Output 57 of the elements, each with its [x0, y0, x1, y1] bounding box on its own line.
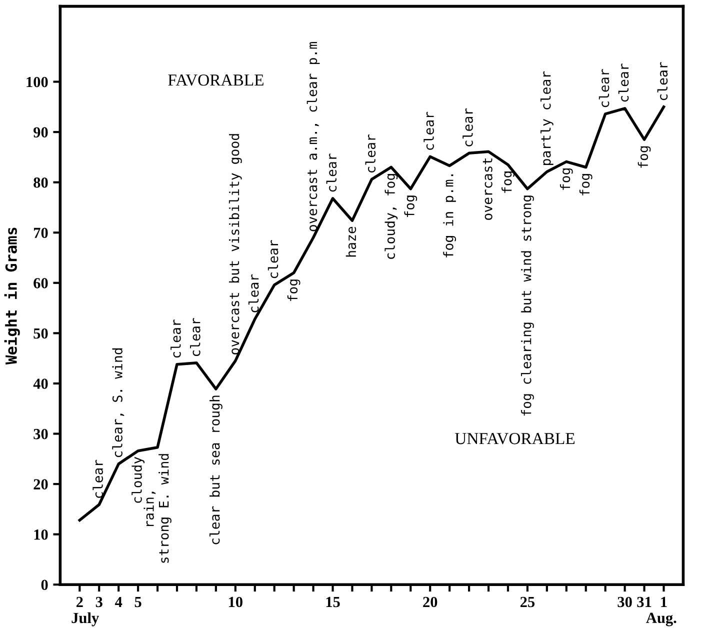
annotation: rain, strong E. wind [144, 454, 172, 563]
y-tick-label: 80 [34, 177, 48, 188]
y-tick-label: 50 [34, 328, 48, 339]
annotation: clear [170, 320, 181, 358]
annotation: clear [248, 274, 259, 312]
y-tick-label: 60 [34, 278, 48, 288]
annotation: clear [598, 69, 610, 108]
annotation: fog [638, 146, 651, 168]
annotation: fog [404, 196, 418, 217]
annotation: cloudy [132, 456, 144, 503]
annotation: FAVORABLE [168, 74, 264, 86]
annotation: clear but sea rough [209, 396, 222, 544]
annotation: clear [424, 112, 434, 150]
x-tick-label: 25 [520, 596, 535, 608]
annotation: clear, S. wind [112, 348, 124, 458]
x-tick-label: 2 [76, 596, 83, 608]
y-tick-label: 30 [34, 428, 48, 440]
annotation: clear [190, 318, 200, 356]
y-tick-label: 70 [34, 228, 48, 238]
annotation: clear [462, 108, 473, 146]
annotation: UNFAVORABLE [454, 433, 575, 444]
annotation: haze [346, 226, 356, 257]
y-tick-label: 90 [34, 127, 48, 138]
y-axis-title: Weight in Grams [4, 228, 20, 364]
x-tick-label: 4 [114, 596, 122, 608]
x-tick-label: 1 [661, 596, 667, 608]
annotation: fog in p.m. [443, 174, 456, 258]
x-tick-label: 30 [618, 596, 632, 608]
annotation: fog [287, 280, 300, 301]
annotation: clear [618, 64, 629, 102]
annotation: overcast but visibility good [228, 134, 242, 354]
annotation: overcast a.m., clear p.m [306, 42, 320, 232]
y-tick-label: 100 [26, 76, 48, 88]
annotation: clear [365, 134, 376, 172]
y-tick-label: 0 [41, 580, 48, 590]
y-tick-label: 40 [33, 378, 48, 389]
x-tick-label: 10 [228, 596, 242, 608]
text: July [72, 612, 99, 626]
annotation: clear [326, 154, 337, 192]
x-tick-label: 31 [637, 596, 652, 608]
annotation: fog [502, 172, 514, 193]
annotation: clear [92, 460, 103, 498]
annotation: fog [560, 168, 573, 190]
y-tick-label: 20 [34, 479, 48, 490]
x-tick-label: 3 [96, 596, 102, 608]
annotation: clear [657, 62, 668, 100]
x-tick-label: 15 [326, 596, 340, 608]
x-tick-label: 20 [423, 596, 438, 608]
y-tick-label: 10 [34, 529, 48, 540]
annotation: overcast [482, 158, 492, 220]
annotation: fog [579, 174, 592, 196]
annotation: fog clearing but wind strong [520, 196, 534, 416]
annotation: cloudy, fog [384, 174, 398, 259]
annotation: partly clear [540, 71, 554, 165]
text: Aug. [646, 612, 676, 626]
x-tick-label: 5 [134, 597, 142, 608]
annotation: clear [268, 240, 278, 278]
